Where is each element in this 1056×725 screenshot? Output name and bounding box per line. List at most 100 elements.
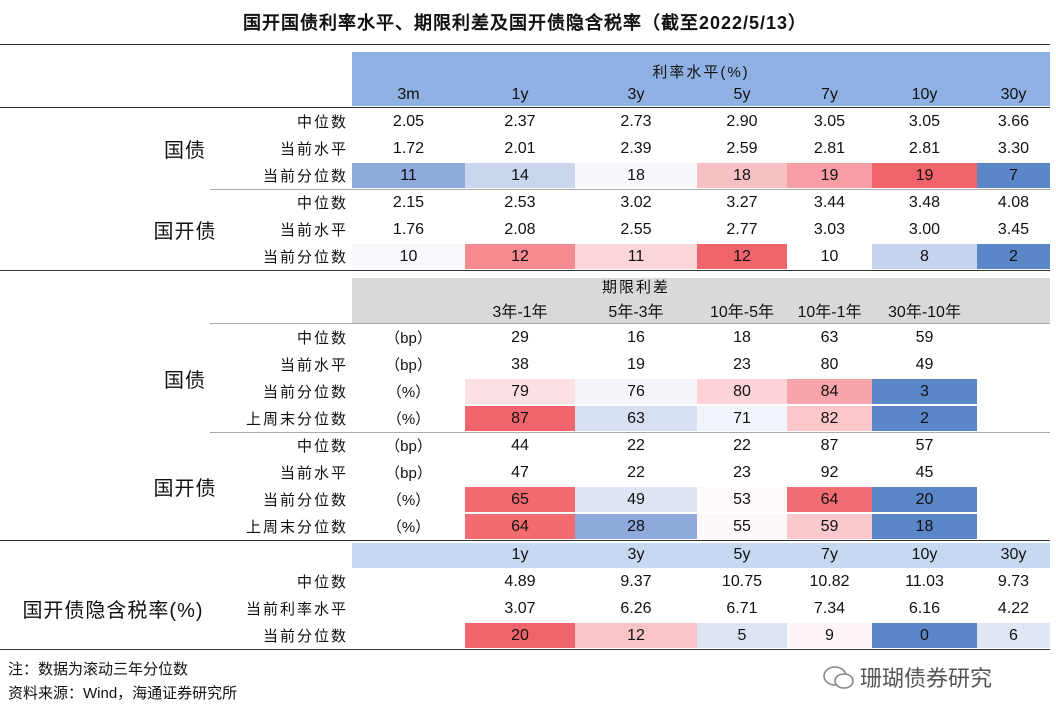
row-label: 当前水平	[279, 465, 348, 482]
value-cell: 10	[352, 244, 465, 269]
section-header: 利率水平(%)	[652, 63, 750, 81]
value-cell: 44	[511, 436, 529, 454]
value-cell: 63	[820, 328, 839, 346]
row-label: 中位数	[296, 114, 348, 131]
group-label: 国开债隐含税率(%)	[22, 600, 204, 622]
value-cell: 59	[787, 514, 872, 539]
rule	[0, 540, 1050, 541]
column-header: 3y	[627, 546, 645, 563]
value-cell: 22	[733, 436, 751, 454]
column-header: 10年-5年	[709, 304, 775, 321]
note: 资料来源：Wind，海通证券研究所	[8, 684, 238, 702]
value-cell: 55	[697, 514, 787, 539]
row-label: 当前分位数	[262, 492, 348, 509]
value-cell: 10.82	[809, 572, 850, 590]
value-cell: 53	[697, 487, 787, 512]
value-cell: 2.53	[504, 193, 536, 211]
value-cell: 3.44	[813, 193, 846, 211]
value-cell: 4.89	[504, 572, 536, 590]
value-cell: 2.55	[620, 220, 652, 238]
value-cell: 19	[872, 163, 977, 188]
row-label: 中位数	[296, 195, 348, 212]
column-header: 3m	[397, 86, 420, 103]
row-label: 上周末分位数	[245, 411, 348, 428]
group-label: 国开债	[153, 221, 217, 243]
value-cell: 65	[465, 487, 575, 512]
row-label: 当前分位数	[262, 384, 348, 401]
unit: （bp）	[385, 438, 432, 455]
value-cell: 71	[697, 406, 787, 431]
note: 注：数据为滚动三年分位数	[8, 660, 189, 678]
row-label: 当前水平	[279, 357, 348, 374]
value-cell: 4.08	[997, 193, 1030, 211]
value-cell: 57	[915, 436, 934, 454]
value-cell: 82	[787, 406, 872, 431]
value-cell: 10	[787, 244, 872, 269]
value-cell: 12	[465, 244, 575, 269]
value-cell: 80	[697, 379, 787, 404]
row-label: 中位数	[296, 438, 348, 455]
value-cell: 76	[575, 379, 697, 404]
value-cell: 2.39	[620, 139, 652, 157]
value-cell: 19	[787, 163, 872, 188]
rule	[210, 189, 1050, 190]
column-header: 10y	[911, 546, 938, 563]
value-cell: 11	[575, 244, 697, 269]
value-cell: 18	[872, 514, 977, 539]
column-header: 7y	[821, 86, 838, 103]
value-cell: 3.03	[813, 220, 846, 238]
value-cell: 2.77	[726, 220, 758, 238]
column-header: 30y	[1000, 546, 1027, 563]
value-cell: 3.00	[908, 220, 941, 238]
value-cell: 16	[627, 328, 645, 346]
value-cell: 2	[977, 244, 1050, 269]
value-cell: 28	[575, 514, 697, 539]
header-band	[352, 278, 1050, 323]
column-header: 30y	[1000, 86, 1027, 103]
value-cell: 59	[915, 328, 934, 346]
row-label: 上周末分位数	[245, 519, 348, 536]
column-header: 1y	[511, 86, 529, 103]
unit: （bp）	[385, 465, 432, 482]
section-header: 期限利差	[601, 278, 670, 296]
value-cell: 3	[872, 379, 977, 404]
value-cell: 19	[627, 355, 645, 373]
value-cell: 9	[787, 623, 872, 648]
value-cell: 20	[872, 487, 977, 512]
unit: （bp）	[385, 330, 432, 347]
watermark-icon	[823, 666, 854, 689]
value-cell: 29	[511, 328, 529, 346]
value-cell: 0	[872, 623, 977, 648]
value-cell: 3.02	[620, 193, 652, 211]
column-header: 10年-1年	[797, 304, 862, 321]
value-cell: 3.48	[908, 193, 941, 211]
value-cell: 3.66	[997, 112, 1030, 130]
value-cell: 2.81	[908, 139, 941, 157]
value-cell: 49	[915, 355, 934, 373]
value-cell: 18	[575, 163, 697, 188]
watermark: 珊瑚债券研究	[860, 666, 993, 691]
column-header: 5y	[733, 546, 751, 563]
column-header: 3年-1年	[492, 304, 548, 321]
column-header: 3y	[627, 86, 645, 103]
column-header: 5y	[733, 86, 751, 103]
group-label: 国开债	[153, 477, 217, 500]
value-cell: 11	[352, 163, 465, 188]
value-cell: 2.08	[504, 220, 536, 238]
row-label: 当前分位数	[262, 249, 348, 266]
value-cell: 1.72	[392, 139, 425, 157]
value-cell: 87	[465, 406, 575, 431]
value-cell: 92	[820, 463, 839, 481]
rule	[0, 649, 1050, 650]
rule	[0, 107, 1050, 108]
value-cell: 7.34	[813, 599, 846, 617]
rule	[210, 432, 1050, 433]
value-cell: 80	[820, 355, 839, 373]
unit: （bp）	[385, 357, 432, 374]
title: 国开国债利率水平、期限利差及国开债隐含税率（截至2022/5/13）	[242, 13, 808, 33]
value-cell: 1.76	[392, 220, 425, 238]
value-cell: 49	[575, 487, 697, 512]
rule	[210, 323, 1050, 324]
row-label: 中位数	[296, 330, 348, 347]
